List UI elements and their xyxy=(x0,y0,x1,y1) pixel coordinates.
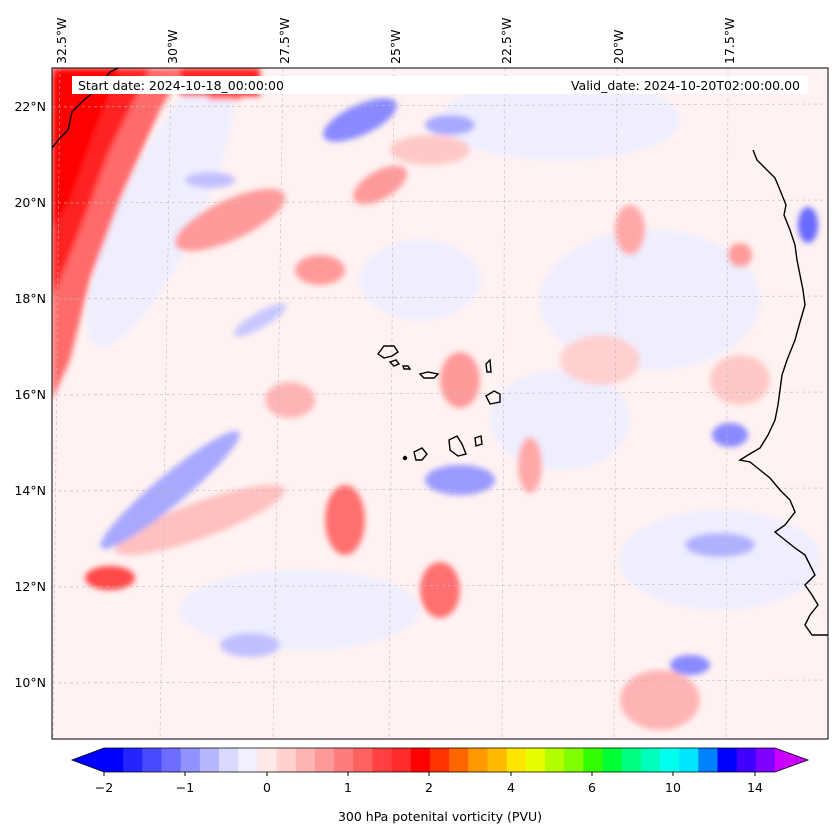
cape-verde-island-4 xyxy=(485,358,492,373)
colorbar-cell xyxy=(257,748,278,772)
colorbar-cell xyxy=(544,748,565,772)
longitude-labels: 32.5°W 30°W 27.5°W 25°W 22.5°W 20°W 17.5… xyxy=(54,18,737,64)
cape-verde-island-5 xyxy=(485,390,501,405)
lat-label: 10°N xyxy=(14,675,46,690)
colorbar-tick-label: 2 xyxy=(425,780,433,795)
colorbar-cell xyxy=(353,748,373,772)
pv-field xyxy=(52,68,820,730)
colorbar-cell xyxy=(295,748,316,772)
colorbar-cell xyxy=(487,748,508,772)
colorbar-cell xyxy=(199,748,220,772)
colorbar-cell xyxy=(659,748,680,772)
colorbar-extend-max xyxy=(775,748,808,772)
coastlines xyxy=(52,68,828,636)
colorbar-cell xyxy=(525,748,546,772)
colorbar-tick-label: −2 xyxy=(95,780,113,795)
colorbar-tick-label: 10 xyxy=(665,780,681,795)
lon-label: 17.5°W xyxy=(722,18,737,64)
colorbar-cell xyxy=(123,748,143,772)
colorbar-cell xyxy=(142,748,163,772)
colorbar-tick-label: 0 xyxy=(263,780,271,795)
colorbar-cell xyxy=(314,748,335,772)
colorbar-cell xyxy=(449,748,469,772)
colorbar-cell xyxy=(583,748,603,772)
colorbar-cell xyxy=(276,748,297,772)
colorbar-cell xyxy=(621,748,642,772)
africa-coast xyxy=(738,149,828,636)
colorbar-cell xyxy=(506,748,527,772)
colorbar-cell xyxy=(180,748,201,772)
lat-label: 16°N xyxy=(14,387,46,402)
colorbar-cells xyxy=(104,748,776,772)
colorbar-cell xyxy=(238,748,258,772)
colorbar-cell xyxy=(468,748,488,772)
colorbar-cell xyxy=(391,748,412,772)
colorbar-tick-label: 14 xyxy=(747,780,763,795)
greenland-coast xyxy=(52,68,119,149)
colorbar-cell xyxy=(410,748,431,772)
colorbar-tick-label: 4 xyxy=(507,780,515,795)
lat-label: 12°N xyxy=(14,579,46,594)
colorbar: −2 −1 0 1 2 4 6 10 14 300 hPa potenital … xyxy=(70,747,810,824)
colorbar-cell xyxy=(717,748,738,772)
map-panel: Start date: 2024-10-18_00:00:00 Valid_da… xyxy=(51,67,829,740)
colorbar-cell xyxy=(679,748,699,772)
colorbar-tick-label: 6 xyxy=(588,780,596,795)
header-band xyxy=(72,76,808,94)
colorbar-cell xyxy=(602,748,623,772)
cape-verde-island-1 xyxy=(376,345,399,359)
gridlines xyxy=(52,68,828,739)
colorbar-cell xyxy=(104,748,124,772)
valid-date-label: Valid_date: 2024-10-20T02:00:00.00 xyxy=(571,78,800,93)
cape-verde-island-6 xyxy=(448,435,467,457)
latitude-labels: 22°N 20°N 18°N 16°N 14°N 12°N 10°N xyxy=(14,99,46,690)
colorbar-cell xyxy=(161,748,182,772)
colorbar-tick-label: 1 xyxy=(344,780,352,795)
lon-label: 30°W xyxy=(165,29,180,64)
lat-label: 22°N xyxy=(14,99,46,114)
lon-label: 32.5°W xyxy=(54,18,69,64)
colorbar-tick-label: −1 xyxy=(176,780,194,795)
colorbar-cell xyxy=(372,748,393,772)
lat-label: 18°N xyxy=(14,291,46,306)
lat-label: 14°N xyxy=(14,483,46,498)
lat-label: 20°N xyxy=(14,195,46,210)
colorbar-cell xyxy=(219,748,239,772)
colorbar-cell xyxy=(564,748,584,772)
colorbar-cell xyxy=(736,748,757,772)
cape-verde-island-2 xyxy=(388,359,401,367)
map-frame xyxy=(51,67,829,740)
cape-verde-island-8 xyxy=(474,435,483,447)
lon-label: 22.5°W xyxy=(499,18,514,64)
lon-label: 20°W xyxy=(611,29,626,64)
colorbar-cell xyxy=(429,748,450,772)
colorbar-cell xyxy=(698,748,718,772)
start-date-label: Start date: 2024-10-18_00:00:00 xyxy=(78,78,284,93)
cape-verde-island-3 xyxy=(418,371,440,379)
cape-verde-island-7 xyxy=(413,447,428,461)
colorbar-ticks: −2 −1 0 1 2 4 6 10 14 xyxy=(95,772,763,795)
colorbar-extend-min xyxy=(72,748,104,772)
colorbar-cell xyxy=(640,748,661,772)
colorbar-cell xyxy=(334,748,354,772)
lon-label: 25°W xyxy=(388,29,403,64)
colorbar-label: 300 hPa potenital vorticity (PVU) xyxy=(338,809,542,824)
colorbar-cell xyxy=(755,748,776,772)
lon-label: 27.5°W xyxy=(277,18,292,64)
